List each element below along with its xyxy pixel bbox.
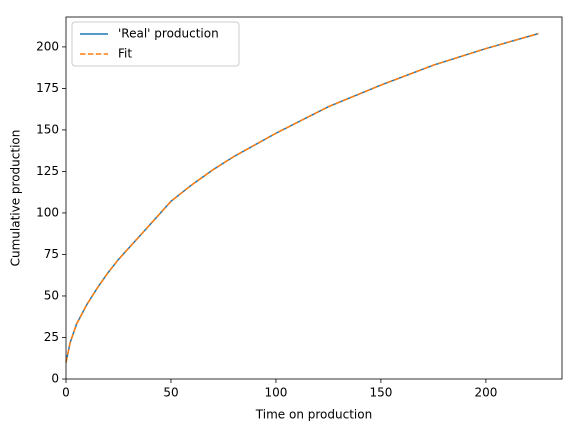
y-tick-label: 0 <box>51 372 59 386</box>
y-tick-label: 150 <box>36 122 59 136</box>
x-tick-label: 100 <box>264 386 287 400</box>
x-axis-label: Time on production <box>255 408 372 422</box>
x-tick-label: 0 <box>62 386 70 400</box>
y-tick-label: 50 <box>44 288 59 302</box>
plot-frame <box>65 16 563 380</box>
legend-label: Fit <box>118 47 132 61</box>
y-tick-label: 25 <box>44 330 59 344</box>
y-tick-label: 100 <box>36 205 59 219</box>
y-tick-label: 175 <box>36 81 59 95</box>
y-axis-label: Cumulative production <box>9 130 23 267</box>
x-tick-label: 150 <box>369 386 392 400</box>
legend-label: 'Real' production <box>118 27 219 41</box>
legend-box <box>71 21 240 67</box>
y-tick-label: 200 <box>36 39 59 53</box>
x-tick-label: 50 <box>163 386 178 400</box>
y-tick-label: 75 <box>44 247 59 261</box>
y-tick-label: 125 <box>36 164 59 178</box>
x-tick-label: 200 <box>474 386 497 400</box>
series-line <box>65 32 539 363</box>
series-line <box>65 32 539 363</box>
